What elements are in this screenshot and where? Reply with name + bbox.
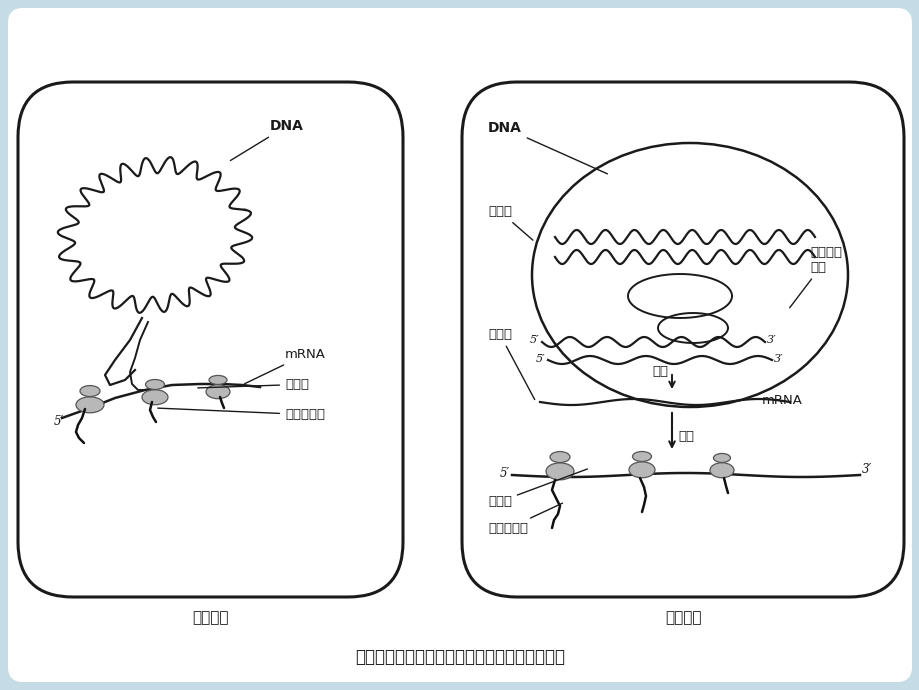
Text: DNA: DNA [230,119,303,161]
Text: 5′: 5′ [54,415,64,428]
Text: 3′: 3′ [766,335,776,345]
Ellipse shape [629,462,654,477]
Ellipse shape [76,397,104,413]
Ellipse shape [713,453,730,462]
Text: 5′: 5′ [499,467,509,480]
FancyBboxPatch shape [8,8,911,682]
Ellipse shape [531,143,847,407]
Text: mRNA: mRNA [244,348,325,384]
Text: 核糖体: 核糖体 [487,469,586,508]
Text: 加工: 加工 [652,365,667,378]
Ellipse shape [709,463,733,477]
Text: 细胞质: 细胞质 [487,328,534,400]
Text: 原初转录
产物: 原初转录 产物 [789,246,841,308]
Ellipse shape [632,451,651,462]
Text: 真核细胞: 真核细胞 [664,610,700,625]
Text: 3′: 3′ [861,463,871,476]
Text: 新生蛋白质: 新生蛋白质 [157,408,324,421]
Text: DNA: DNA [487,121,607,174]
Text: 转运: 转运 [677,430,693,443]
FancyBboxPatch shape [461,82,903,597]
Text: 真核与原核生物转录及翻译调控的总体特征比较: 真核与原核生物转录及翻译调控的总体特征比较 [355,648,564,666]
Ellipse shape [550,451,570,462]
Text: 5′: 5′ [536,354,545,364]
Text: 新生蛋白质: 新生蛋白质 [487,503,562,535]
Ellipse shape [80,386,100,397]
Text: 5′: 5′ [529,335,539,345]
Text: 核糖体: 核糖体 [198,378,309,391]
Text: 细胞核: 细胞核 [487,205,532,240]
FancyBboxPatch shape [18,82,403,597]
Text: mRNA: mRNA [761,394,802,407]
Ellipse shape [142,390,168,405]
Ellipse shape [206,385,230,399]
Text: 3′: 3′ [773,354,783,364]
Ellipse shape [145,380,165,389]
Text: 原核细胞: 原核细胞 [191,610,228,625]
Ellipse shape [209,375,227,384]
Ellipse shape [545,463,573,480]
